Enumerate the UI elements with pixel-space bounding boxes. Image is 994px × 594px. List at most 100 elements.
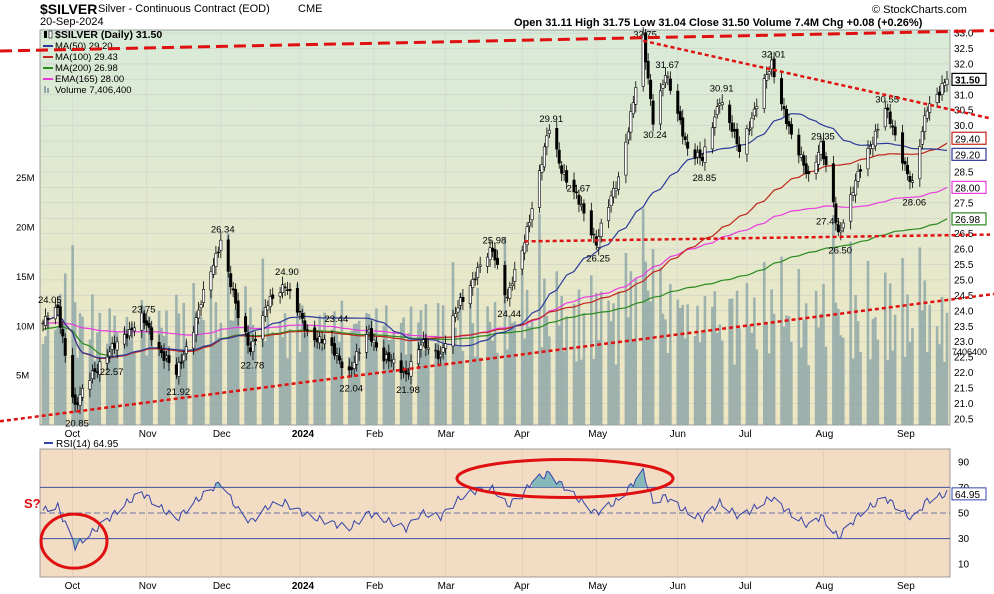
candle-body [147,322,151,328]
volume-bar [832,214,835,425]
candle-body [784,108,788,124]
price-tick-label: 25.0 [954,275,974,286]
candle-body [547,129,551,134]
volume-bar [703,296,707,425]
candle-body [859,169,863,172]
candle-body [836,224,840,233]
rsi-pane: Oct Nov Dec 2024 Feb Mar Apr May Jun Jul Aug Sep 10 3… [24,439,987,592]
candle-body [868,145,872,149]
price-x-tick-label: Dec [213,429,231,440]
candle-body [340,361,344,369]
candle-body [614,188,618,192]
candle-body [295,288,299,313]
ma50-line [42,113,948,359]
candle-body [730,122,734,132]
candle-body [629,111,633,133]
volume-bar [696,305,699,425]
price-annotation: 26.50 [828,246,852,257]
volume-bar [350,330,354,425]
volume-bar [357,320,361,425]
volume-bar [355,323,358,425]
volume-bar [229,320,233,425]
volume-bar [266,317,270,425]
candle-body [105,356,109,364]
volume-bar [508,315,512,425]
rsi-x-tick-label: Jun [670,581,686,592]
volume-bar [199,316,203,425]
volume-bar [935,326,939,425]
volume-bar [202,319,205,425]
candle-body [387,352,391,362]
volume-bar [701,332,704,425]
candle-body [179,361,183,364]
candle-body [799,154,803,158]
volume-bar [669,284,672,425]
volume-bar [938,344,941,425]
candle-body [283,286,287,289]
candle-body [350,367,354,370]
candle-body [444,343,448,349]
volume-bar [856,321,860,425]
volume-bar [683,338,687,425]
price-tick-label: 20.5 [954,414,974,425]
volume-bar [678,307,682,425]
value-badge-label: 29.20 [955,150,980,161]
candle-body [130,327,134,330]
volume-bar [943,361,946,425]
candle-body [938,91,942,96]
volume-bar [217,337,220,425]
price-tick-label: 22.5 [954,353,974,364]
candle-body [676,90,680,114]
volume-bar [145,355,149,425]
candle-body [589,210,593,236]
volume-bar [315,341,319,425]
candle-body [268,296,272,308]
volume-bar [278,321,282,425]
volume-bar [822,283,825,425]
price-tick-label: 25.5 [954,260,974,271]
volume-bar [387,339,391,425]
rsi-tick-label: 90 [958,457,970,468]
candle-body [718,103,722,106]
candle-body [871,143,875,149]
legend-label: MA(200) 26.98 [55,63,118,74]
volume-bar [540,347,544,425]
volume-bar [496,352,499,425]
price-tick-label: 32.5 [954,44,974,55]
candle-body [755,106,759,110]
candle-body [649,79,653,100]
candle-body [883,108,887,128]
candle-body [355,351,359,365]
candle-body [834,203,838,223]
lower-support-line [0,292,994,423]
candle-body [488,247,492,260]
price-candles [41,26,949,414]
candle-body [780,78,784,105]
volume-value: 7.4M [794,17,820,29]
candle-body [407,373,411,375]
candle-body [700,157,704,161]
candle-body [374,342,378,348]
candle-body [505,296,509,299]
volume-bar [93,360,97,425]
volume-bar [150,326,153,425]
candle-body [95,371,99,373]
candle-body [441,347,445,353]
candle-body [612,188,616,198]
volume-bar [76,357,79,425]
chg-label: Chg [822,17,844,29]
candle-body [542,146,546,168]
candle-body [184,346,188,354]
candle-body [127,329,131,337]
candle-body [908,176,912,182]
price-tick-label: 24.5 [954,291,974,302]
candle-body [434,349,438,352]
candle-body [286,289,290,291]
candle-body [513,268,517,282]
candle-body [157,341,161,349]
volume-bar [762,262,766,425]
price-x-tick-label: Jun [670,429,686,440]
rsi-left-annotation: S? [24,496,41,511]
candle-body [174,364,178,375]
candle-body [167,355,171,363]
